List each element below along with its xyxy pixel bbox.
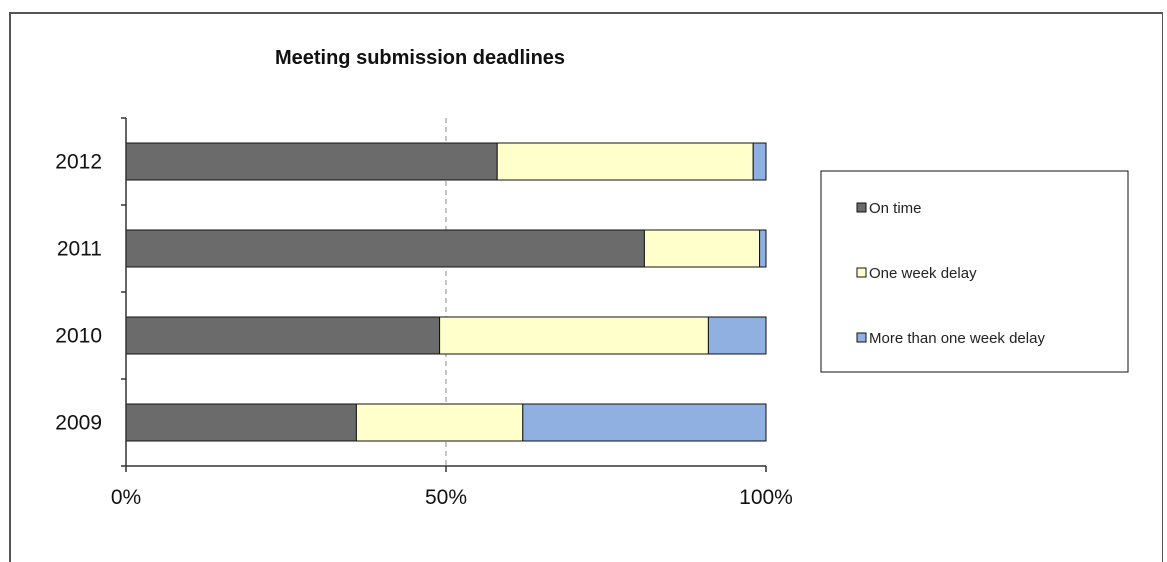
x-tick-label: 100% (739, 486, 793, 509)
bar-segment-one-week-delay-2011 (643, 229, 761, 268)
x-tick-label: 0% (111, 486, 141, 509)
bar-segment-on-time-2009 (125, 403, 357, 442)
legend: On time One week delay More than one week … (820, 170, 1129, 373)
y-ticks-group: 2012 2011 2010 2009 (55, 117, 126, 467)
y-tick-label: 2009 (55, 412, 102, 435)
bar-segment-more-than-one-week-delay-2012 (752, 142, 767, 181)
legend-label: One week delay (869, 265, 977, 282)
legend-swatch (856, 332, 867, 343)
legend-swatch (856, 202, 867, 213)
y-tick-label: 2010 (55, 325, 102, 348)
x-ticks-group: 0% 50% 100% (111, 466, 793, 509)
bar-segment-one-week-delay-2012 (496, 142, 754, 181)
bar-segment-one-week-delay-2010 (439, 316, 709, 355)
bar-segment-one-week-delay-2009 (355, 403, 524, 442)
legend-box (820, 170, 1129, 373)
bars-group (125, 142, 767, 442)
chart-title: Meeting submission deadlines (275, 47, 565, 69)
bar-segment-on-time-2011 (125, 229, 645, 268)
y-tick-label: 2011 (57, 238, 102, 261)
bar-segment-more-than-one-week-delay-2010 (707, 316, 767, 355)
x-tick-label: 50% (425, 486, 467, 509)
bar-segment-on-time-2010 (125, 316, 441, 355)
bar-segment-more-than-one-week-delay-2009 (522, 403, 767, 442)
legend-label: On time (869, 200, 922, 217)
legend-swatch (856, 267, 867, 278)
bar-segment-more-than-one-week-delay-2011 (759, 229, 767, 268)
y-tick-label: 2012 (55, 151, 102, 174)
legend-label: More than one week delay (869, 330, 1045, 347)
bar-segment-on-time-2012 (125, 142, 498, 181)
